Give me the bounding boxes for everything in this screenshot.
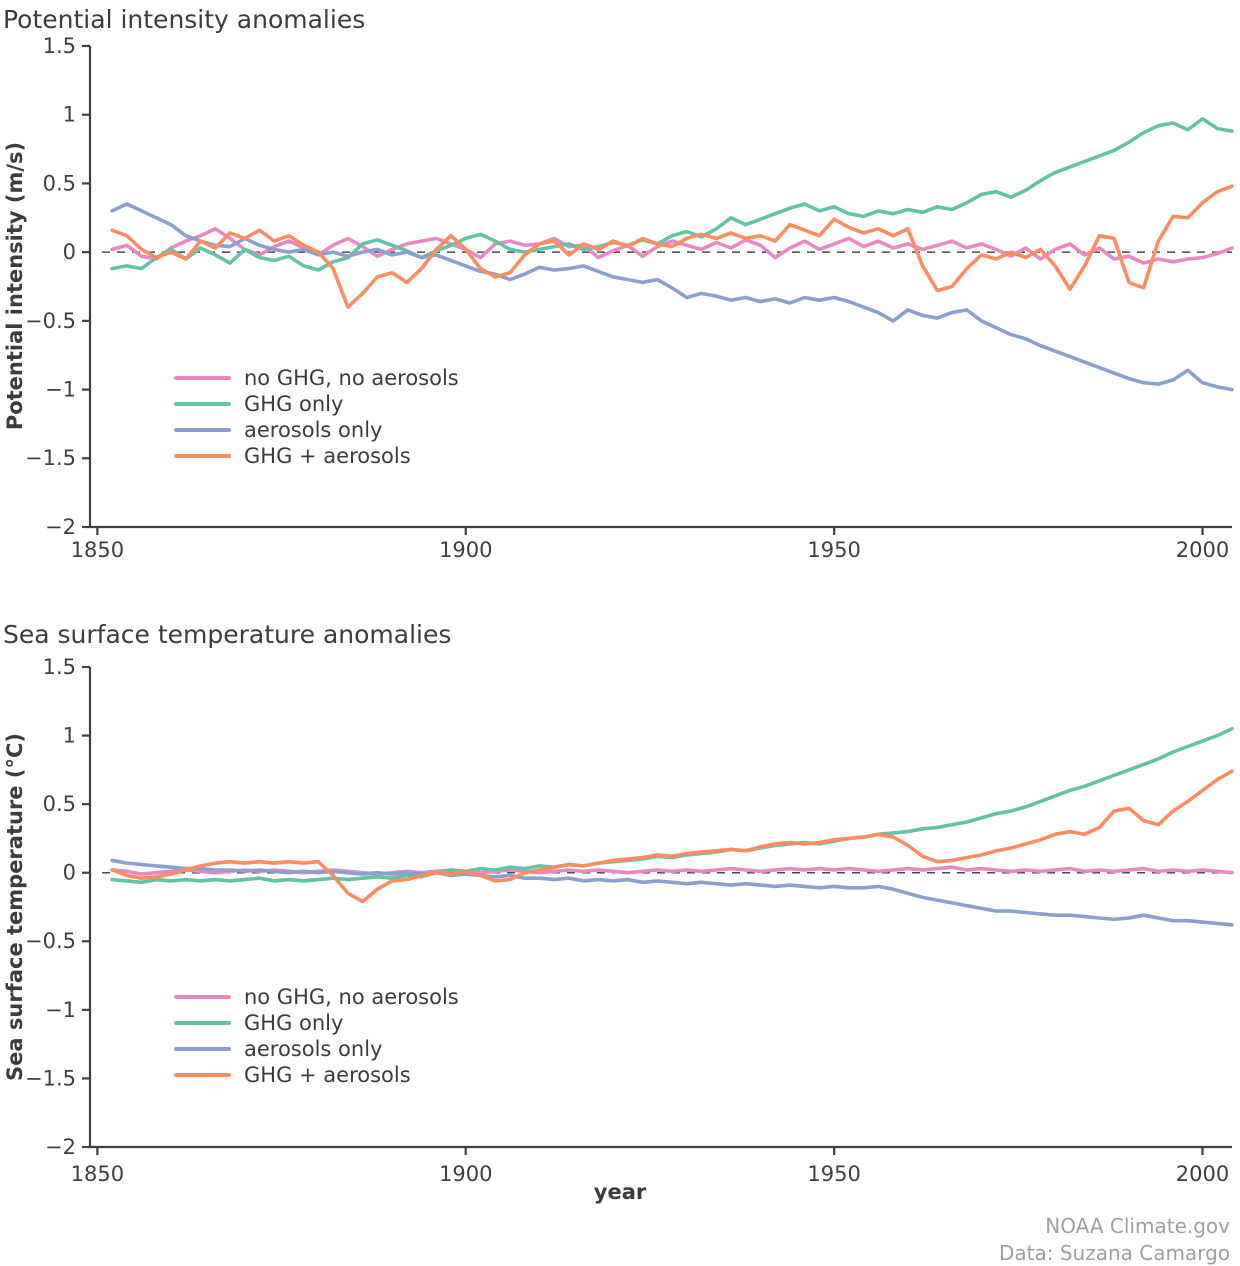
- legend-label: no GHG, no aerosols: [244, 366, 459, 390]
- legend-potential-intensity: no GHG, no aerosols GHG only aerosols on…: [174, 365, 459, 469]
- legend-item: no GHG, no aerosols: [174, 365, 459, 391]
- legend-item: aerosols only: [174, 417, 459, 443]
- chart-title-sea-surface-temperature: Sea surface temperature anomalies: [3, 620, 452, 649]
- legend-line-swatch: [174, 1021, 231, 1025]
- x-axis-label: year: [594, 1180, 647, 1204]
- y-tick-label: 1: [63, 103, 76, 127]
- series-line-ghg-aerosols: [110, 769, 1234, 904]
- legend-item: GHG only: [174, 391, 459, 417]
- x-tick-label: 1900: [439, 538, 492, 562]
- legend-line-swatch: [174, 402, 231, 406]
- legend-item: GHG only: [174, 1010, 459, 1036]
- legend-label: aerosols only: [244, 1037, 383, 1061]
- y-axis-label: Potential intensity (m/s): [3, 142, 27, 430]
- y-tick-label: 1.5: [43, 34, 76, 58]
- x-tick-label: 1900: [439, 1162, 492, 1186]
- y-tick-label: 0.5: [43, 171, 76, 195]
- series-line-aerosols-only: [110, 858, 1234, 927]
- y-tick-label: 0: [63, 861, 76, 885]
- y-tick-label: 0.5: [43, 792, 76, 816]
- legend-label: GHG only: [244, 392, 344, 416]
- legend-line-swatch: [174, 428, 231, 432]
- chart-title-potential-intensity: Potential intensity anomalies: [3, 5, 366, 34]
- y-tick-label: 1.5: [43, 655, 76, 679]
- y-axis-label: Sea surface temperature (°C): [3, 733, 27, 1081]
- attribution: NOAA Climate.gov Data: Suzana Camargo: [999, 1213, 1230, 1266]
- legend-sea-surface-temperature: no GHG, no aerosols GHG only aerosols on…: [174, 984, 459, 1088]
- legend-label: aerosols only: [244, 418, 383, 442]
- y-tick-label: 1: [63, 724, 76, 748]
- attribution-data: Data: Suzana Camargo: [998, 1241, 1230, 1265]
- x-tick-label: 1850: [71, 538, 124, 562]
- legend-label: GHG only: [244, 1011, 344, 1035]
- x-tick-label: 1850: [71, 1162, 124, 1186]
- y-tick-label: −1: [45, 998, 76, 1022]
- legend-item: GHG + aerosols: [174, 1062, 459, 1088]
- legend-line-swatch: [174, 1047, 231, 1051]
- series-line-ghg-only: [110, 726, 1234, 885]
- legend-line-swatch: [174, 454, 231, 458]
- y-tick-label: −0.5: [25, 309, 76, 333]
- series-line-aerosols-only: [110, 202, 1234, 392]
- legend-label: GHG + aerosols: [244, 1063, 411, 1087]
- y-tick-label: −1: [45, 378, 76, 402]
- x-tick-label: 1950: [807, 1162, 860, 1186]
- legend-item: no GHG, no aerosols: [174, 984, 459, 1010]
- series-line-ghg-aerosols: [110, 184, 1234, 309]
- legend-item: GHG + aerosols: [174, 443, 459, 469]
- legend-line-swatch: [174, 995, 231, 999]
- x-tick-label: 2000: [1176, 1162, 1229, 1186]
- y-tick-label: −2: [45, 1135, 76, 1159]
- y-tick-label: −1.5: [25, 446, 76, 470]
- x-tick-label: 2000: [1176, 538, 1229, 562]
- y-tick-label: −0.5: [25, 929, 76, 953]
- series-line-ghg-only: [110, 117, 1234, 272]
- y-tick-label: −2: [45, 515, 76, 539]
- y-tick-label: −1.5: [25, 1066, 76, 1090]
- legend-line-swatch: [174, 376, 231, 380]
- legend-label: no GHG, no aerosols: [244, 985, 459, 1009]
- x-tick-label: 1950: [807, 538, 860, 562]
- legend-item: aerosols only: [174, 1036, 459, 1062]
- legend-line-swatch: [174, 1073, 231, 1077]
- attribution-source: NOAA Climate.gov: [1045, 1214, 1230, 1238]
- legend-label: GHG + aerosols: [244, 444, 411, 468]
- y-tick-label: 0: [63, 240, 76, 264]
